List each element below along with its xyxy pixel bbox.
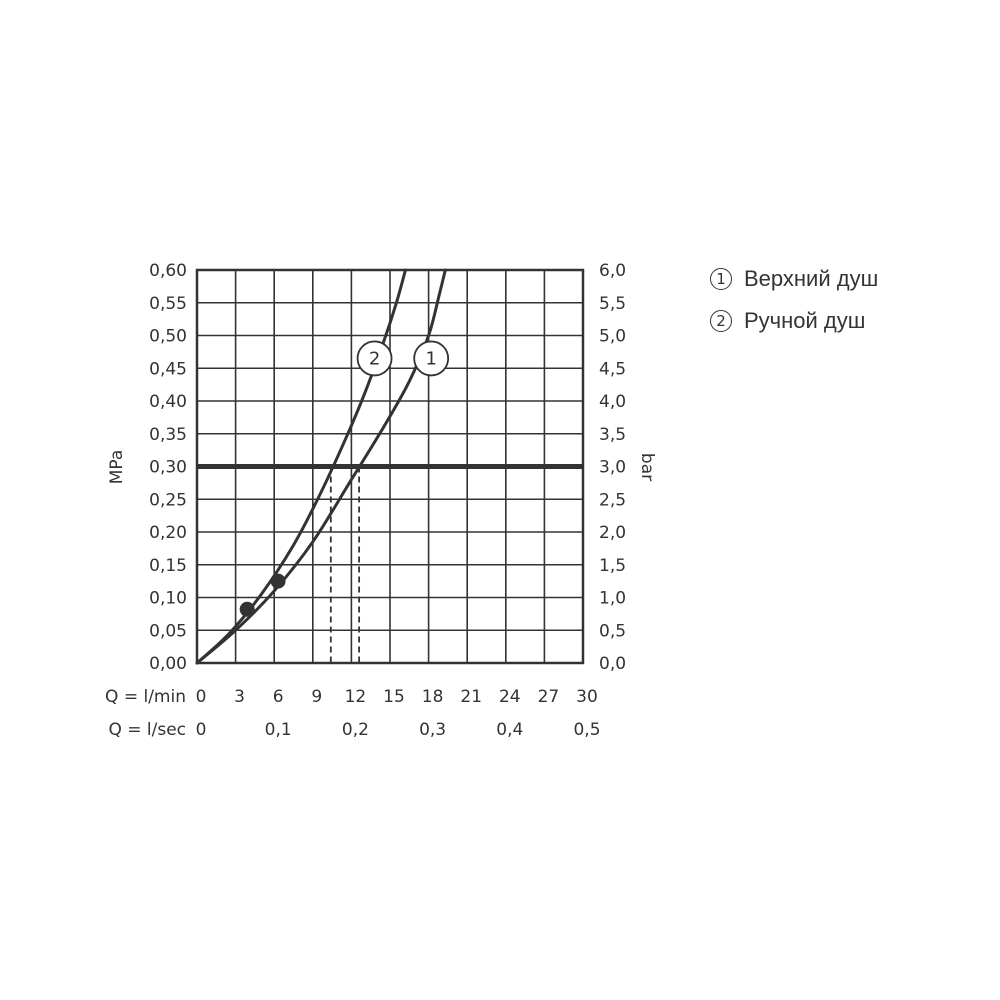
series-label-1: 1 [425, 348, 436, 369]
series-label-circle-2 [356, 340, 393, 377]
y-tick-label-right: 5,0 [599, 327, 626, 347]
y-tick-label-right: 5,5 [599, 294, 626, 314]
x-tick-label-lmin: 15 [383, 687, 405, 707]
y-tick-label-left: 0,05 [149, 621, 187, 641]
x-tick-label-lmin: 24 [499, 687, 521, 707]
series-label-circle-1 [413, 340, 450, 377]
y-tick-label-right: 1,0 [599, 589, 626, 609]
y-tick-label-left: 0,35 [149, 425, 187, 445]
y-tick-label-left: 0,55 [149, 294, 187, 314]
y-tick-label-left: 0,50 [149, 327, 187, 347]
x-tick-label-lsec: 0,5 [573, 720, 600, 740]
x-tick-label-lmin: 9 [311, 687, 322, 707]
x-tick-label-lmin: 27 [538, 687, 560, 707]
legend-number-badge: 2 [710, 310, 732, 332]
axis-labels: Q = l/min Q = l/sec MPa bar [105, 450, 657, 740]
x-tick-label-lmin: 30 [576, 687, 598, 707]
y-tick-label-left: 0,10 [149, 589, 187, 609]
y-axis-label-left: MPa [107, 450, 127, 485]
data-point-series-2 [239, 601, 255, 617]
y-tick-label-left: 0,25 [149, 490, 187, 510]
y-tick-label-right: 3,5 [599, 425, 626, 445]
x-tick-label-lsec: 0,4 [496, 720, 523, 740]
legend: 1 Верхний душ 2 Ручной душ [710, 264, 878, 348]
y-tick-label-left: 0,40 [149, 392, 187, 412]
y-tick-label-left: 0,30 [149, 458, 187, 478]
x-tick-label-lsec: 0,2 [342, 720, 369, 740]
y-tick-label-right: 4,0 [599, 392, 626, 412]
legend-label: Ручной душ [744, 308, 866, 333]
plot-border [195, 268, 585, 665]
x-tick-label-lsec: 0,3 [419, 720, 446, 740]
x-tick-label-lmin: 21 [460, 687, 482, 707]
y-tick-label-right: 2,0 [599, 523, 626, 543]
plot-frame [195, 268, 585, 665]
legend-number-badge: 1 [710, 268, 732, 290]
y-tick-label-right: 2,5 [599, 490, 626, 510]
x-tick-label-lmin: 12 [345, 687, 367, 707]
x-tick-label-lmin: 3 [234, 687, 245, 707]
x-tick-label-lmin: 6 [273, 687, 284, 707]
y-tick-label-right: 4,5 [599, 359, 626, 379]
x-tick-label-lsec: 0,1 [265, 720, 292, 740]
y-axis-label-right: bar [637, 453, 657, 481]
y-tick-label-left: 0,00 [149, 654, 187, 674]
y-tick-label-left: 0,15 [149, 556, 187, 576]
x-axis-label-lmin: Q = l/min [105, 687, 186, 707]
y-tick-label-right: 0,0 [599, 654, 626, 674]
x-tick-label-lsec: 0 [196, 720, 207, 740]
y-tick-label-left: 0,20 [149, 523, 187, 543]
y-tick-label-right: 3,0 [599, 458, 626, 478]
x-tick-label-lmin: 0 [196, 687, 207, 707]
y-tick-label-right: 6,0 [599, 261, 626, 281]
y-tick-label-left: 0,45 [149, 359, 187, 379]
legend-label: Верхний душ [744, 266, 879, 291]
x-axis-label-lsec: Q = l/sec [108, 720, 186, 740]
legend-item-2: 2 Ручной душ [710, 306, 878, 336]
x-tick-label-lmin: 18 [422, 687, 444, 707]
y-tick-label-right: 1,5 [599, 556, 626, 576]
legend-item-1: 1 Верхний душ [710, 264, 878, 294]
y-tick-label-left: 0,60 [149, 261, 187, 281]
series-label-2: 2 [369, 348, 380, 369]
tick-labels: 0,000,050,100,150,200,250,300,350,400,45… [149, 261, 626, 740]
y-tick-label-right: 0,5 [599, 621, 626, 641]
curve-series-1 [195, 268, 447, 665]
drop-lines [329, 466, 361, 663]
curves: 12 [195, 268, 450, 665]
